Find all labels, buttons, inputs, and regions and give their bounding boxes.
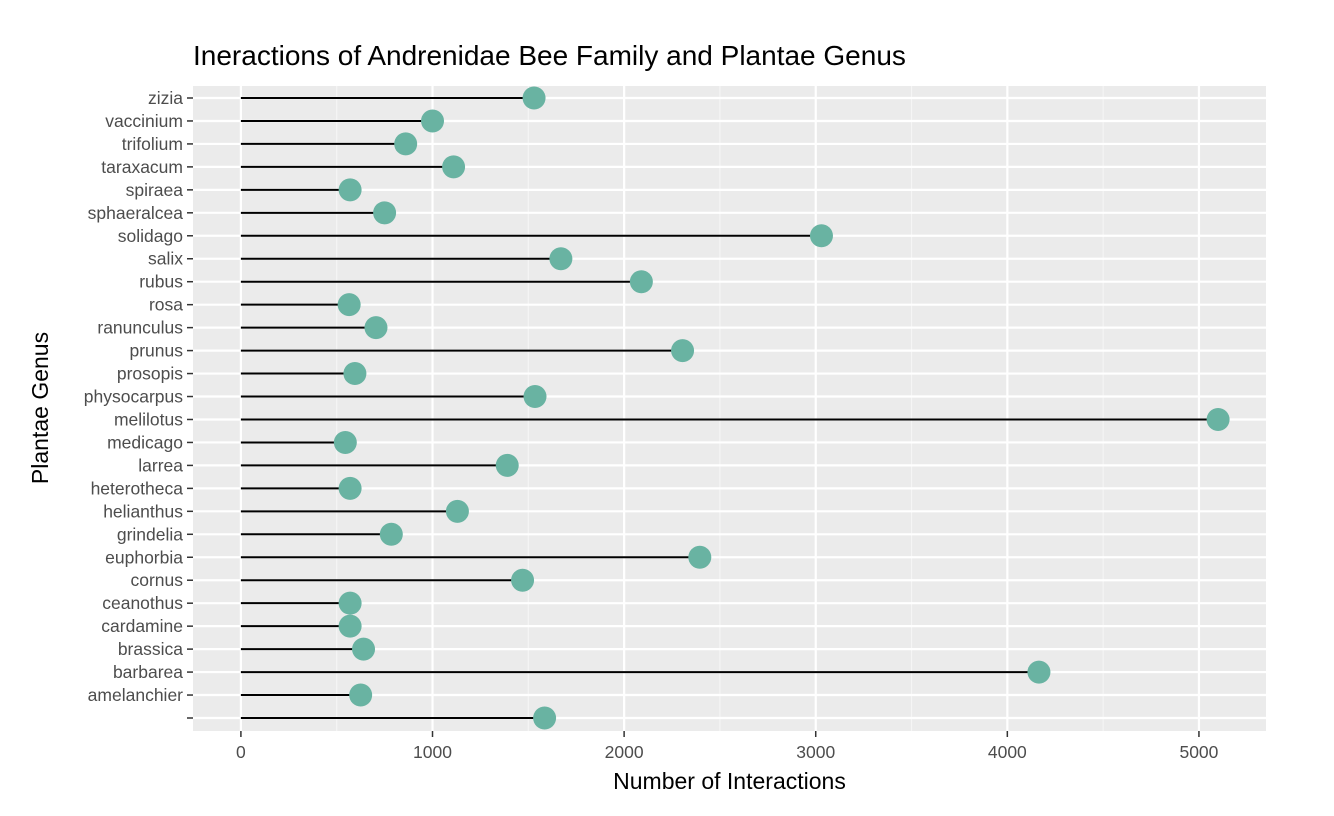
y-tick-label: barbarea bbox=[113, 662, 183, 682]
lollipop-point bbox=[533, 706, 557, 730]
lollipop-segments bbox=[240, 97, 1219, 719]
x-tick-label: 5000 bbox=[1179, 742, 1218, 762]
y-tick-label: ranunculus bbox=[97, 318, 183, 338]
y-tick-label: trifolium bbox=[122, 134, 183, 154]
y-tick-label: sphaeralcea bbox=[88, 203, 184, 223]
lollipop-point bbox=[445, 499, 469, 523]
x-tick-label: 4000 bbox=[988, 742, 1027, 762]
lollipop-point bbox=[394, 132, 418, 156]
lollipop-point bbox=[629, 270, 653, 294]
y-tick-label: rosa bbox=[149, 295, 183, 315]
y-tick-label: zizia bbox=[148, 88, 183, 108]
lollipop-point bbox=[523, 385, 547, 409]
y-tick-label: brassica bbox=[118, 639, 183, 659]
lollipop-point bbox=[688, 545, 712, 569]
y-tick-label: solidago bbox=[118, 226, 183, 246]
y-tick-label: prosopis bbox=[117, 364, 183, 384]
lollipop-point bbox=[373, 201, 397, 225]
plot-panel bbox=[193, 86, 1266, 731]
chart-title: Ineractions of Andrenidae Bee Family and… bbox=[193, 40, 906, 71]
x-tick-label: 3000 bbox=[796, 742, 835, 762]
lollipop-point bbox=[352, 637, 376, 661]
y-tick-label: taraxacum bbox=[101, 157, 183, 177]
lollipop-point bbox=[338, 614, 362, 638]
x-axis-title: Number of Interactions bbox=[613, 768, 846, 794]
x-axis: 0 1000 2000 3000 4000 5000 bbox=[236, 731, 1219, 762]
lollipop-point bbox=[421, 109, 445, 133]
y-tick-label: vaccinium bbox=[105, 111, 183, 131]
lollipop-point bbox=[809, 224, 833, 248]
lollipop-point bbox=[337, 293, 361, 317]
minor-gridlines bbox=[336, 86, 1104, 731]
lollipop-point bbox=[343, 362, 367, 386]
y-tick-label: euphorbia bbox=[105, 547, 183, 567]
y-tick-label: physocarpus bbox=[84, 387, 183, 407]
y-tick-label: amelanchier bbox=[88, 685, 183, 705]
y-tick-label: helianthus bbox=[103, 501, 183, 521]
y-tick-label: cornus bbox=[130, 570, 183, 590]
lollipop-point bbox=[338, 591, 362, 615]
y-tick-label: prunus bbox=[129, 341, 183, 361]
lollipop-point bbox=[522, 86, 546, 110]
y-tick-label: larrea bbox=[138, 455, 183, 475]
lollipop-point bbox=[349, 683, 373, 707]
lollipop-point bbox=[511, 568, 535, 592]
lollipop-point bbox=[1206, 407, 1230, 431]
lollipop-point bbox=[495, 453, 519, 477]
y-tick-label: melilotus bbox=[114, 409, 183, 429]
x-tick-label: 2000 bbox=[605, 742, 644, 762]
y-tick-label: rubus bbox=[139, 272, 183, 292]
x-tick-label: 1000 bbox=[413, 742, 452, 762]
lollipop-point bbox=[442, 155, 466, 179]
lollipop-point bbox=[338, 476, 362, 500]
lollipop-point bbox=[379, 522, 403, 546]
lollipop-point bbox=[333, 430, 357, 454]
y-tick-label: spiraea bbox=[126, 180, 184, 200]
y-tick-label: cardamine bbox=[101, 616, 183, 636]
x-tick-label: 0 bbox=[236, 742, 246, 762]
lollipop-points bbox=[333, 86, 1230, 730]
y-tick-label: medicago bbox=[107, 432, 183, 452]
y-tick-label: ceanothus bbox=[102, 593, 183, 613]
y-tick-label: salix bbox=[148, 249, 183, 269]
y-axis-title: Plantae Genus bbox=[27, 332, 53, 484]
lollipop-point bbox=[671, 339, 695, 363]
y-axis: zizia vaccinium trifolium taraxacum spiraea s… bbox=[84, 88, 193, 719]
lollipop-point bbox=[338, 178, 362, 202]
y-tick-label: heterotheca bbox=[91, 478, 184, 498]
lollipop-point bbox=[364, 316, 388, 340]
y-tick-label: grindelia bbox=[117, 524, 183, 544]
lollipop-point bbox=[1027, 660, 1051, 684]
lollipop-point bbox=[549, 247, 573, 271]
